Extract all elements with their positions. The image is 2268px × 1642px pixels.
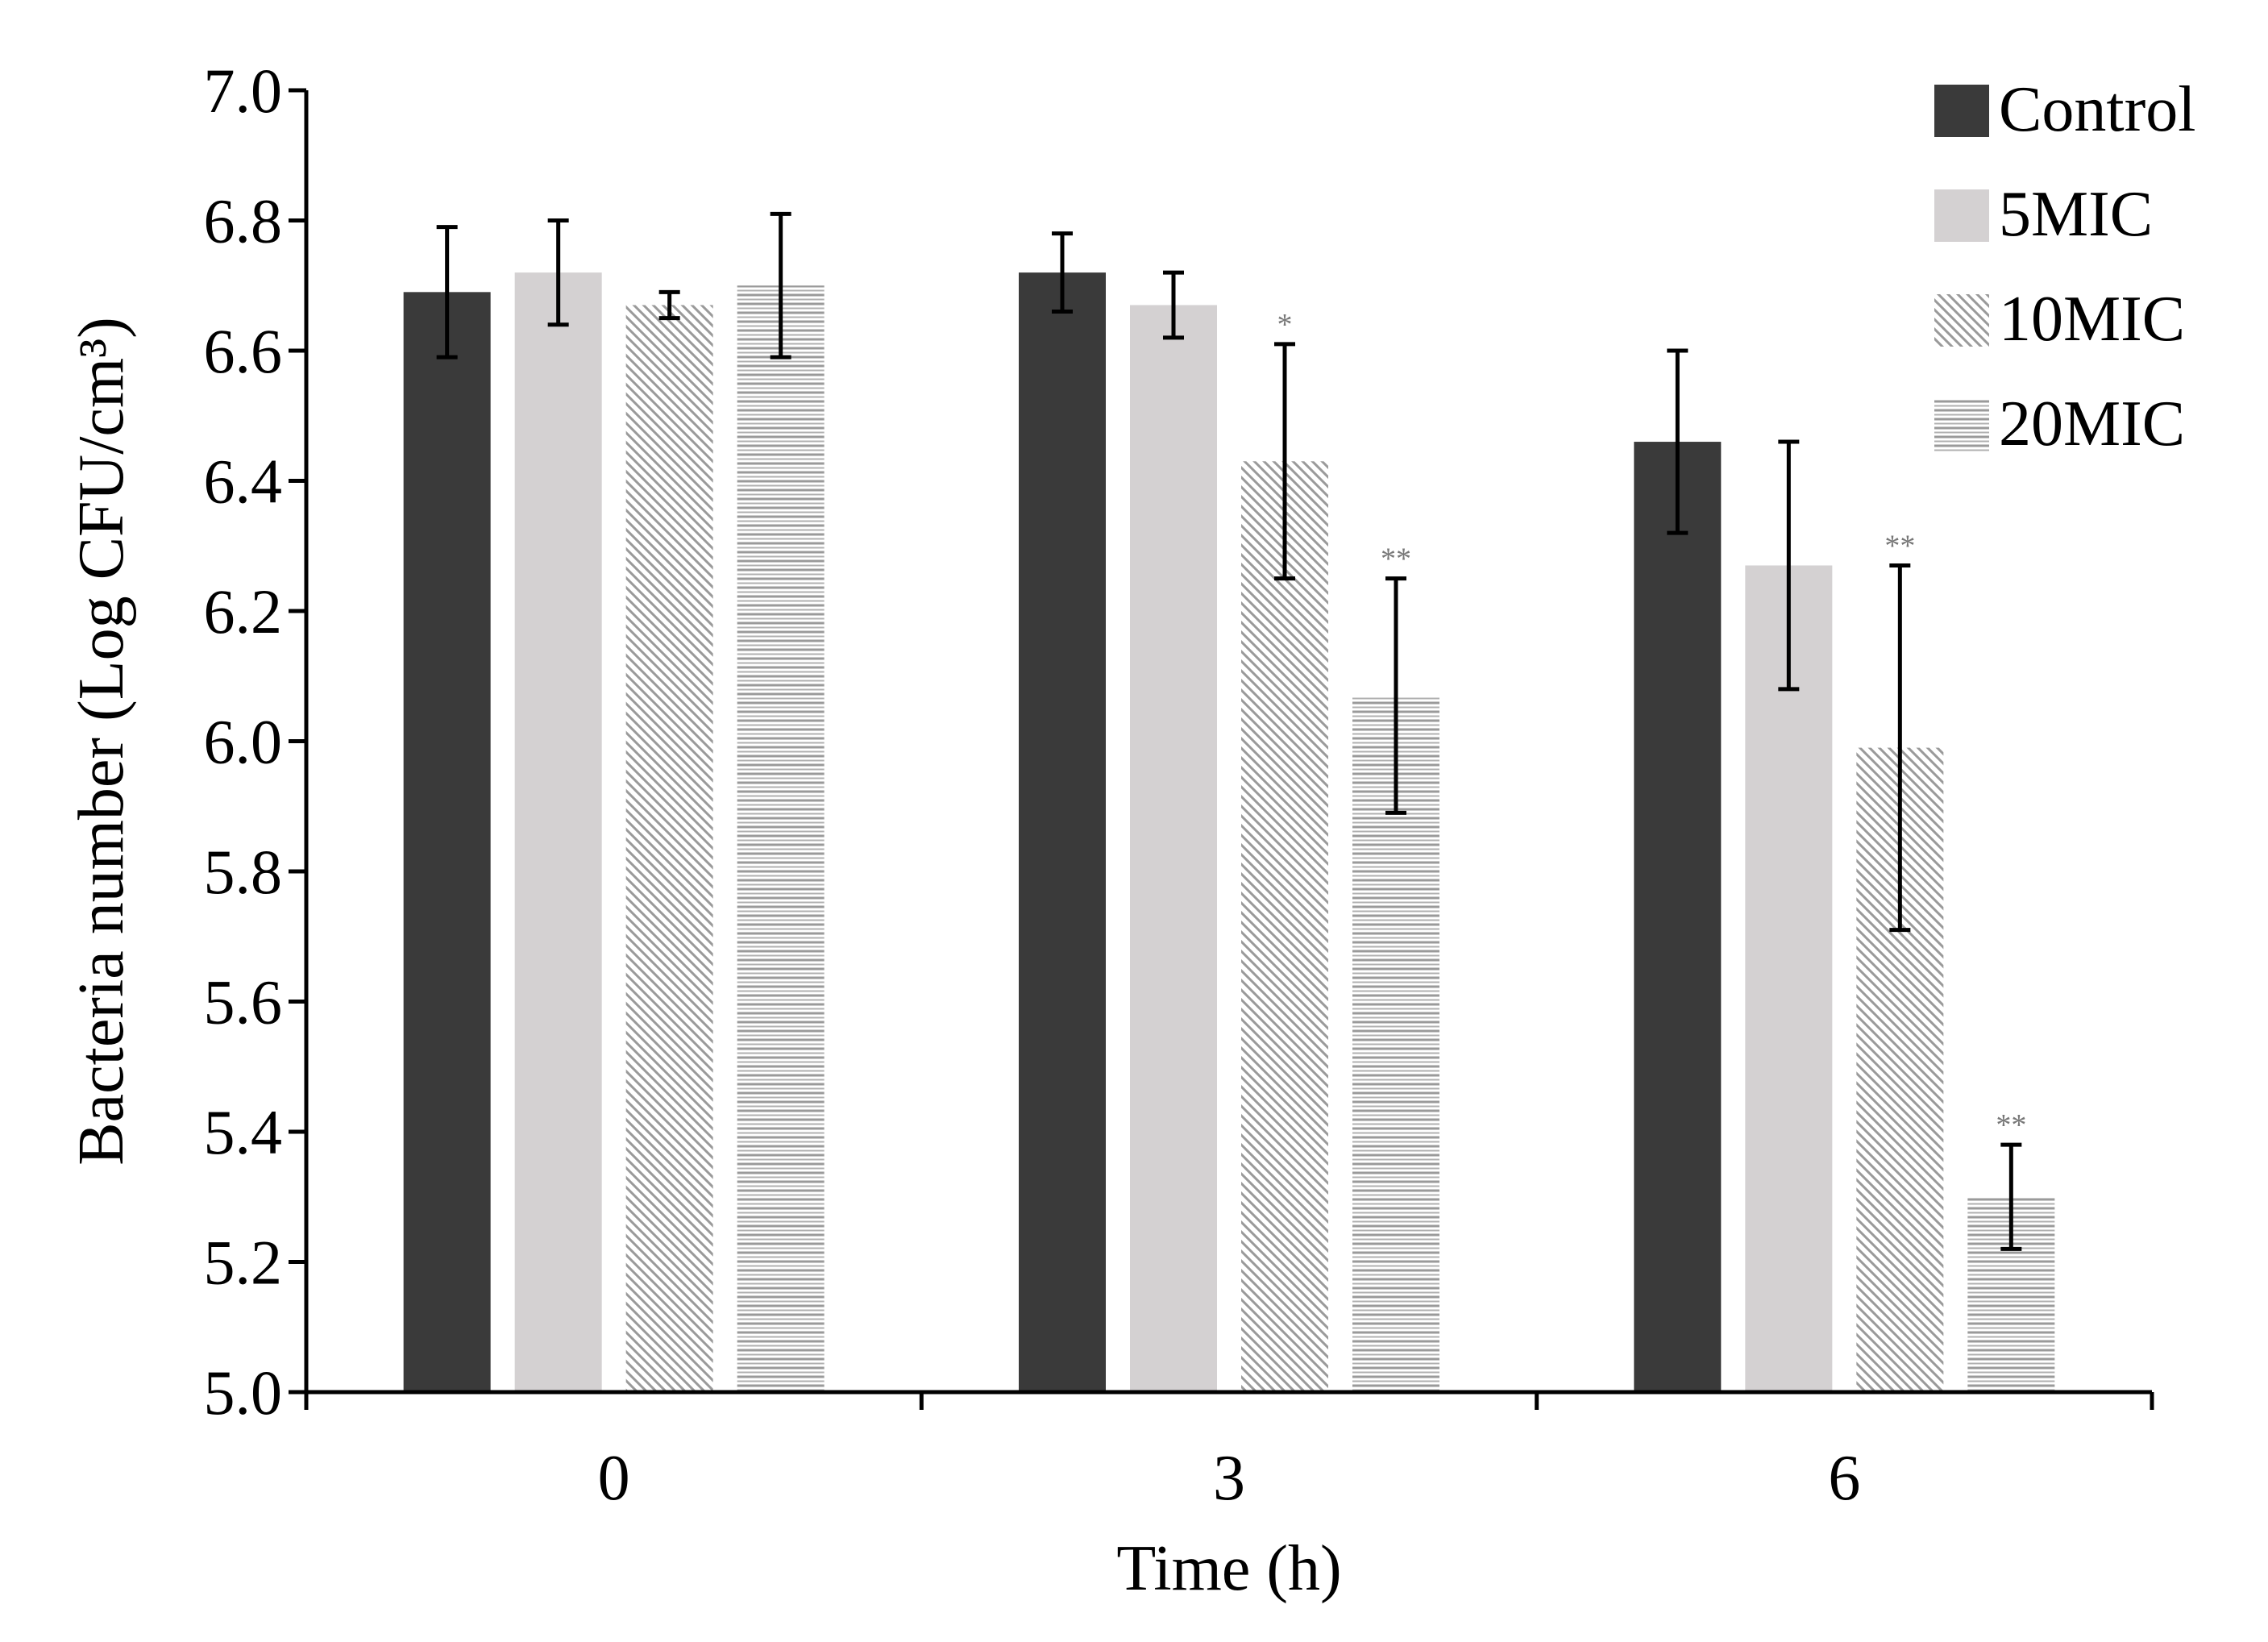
legend-swatch (1934, 189, 1989, 242)
y-tick-label: 6.6 (204, 316, 283, 386)
error-bar-20MIC-t6 (2000, 1142, 2022, 1251)
plot-area: ******* (403, 211, 2055, 1393)
y-axis-ticks: 5.0 5.2 5.4 5.6 5.8 6.0 6.2 6.4 6.6 6.8 7.0 (204, 56, 306, 1428)
error-bar-Control-t6 (1667, 348, 1689, 535)
bar-Control-t3 (1019, 272, 1106, 1393)
error-bar-5MIC-t6 (1778, 439, 1800, 692)
bar-10MIC-t0 (625, 305, 713, 1393)
x-tick-label: 0 (598, 1443, 630, 1514)
legend-label: 20MIC (1999, 389, 2185, 459)
legend-swatch (1934, 85, 1989, 137)
y-axis-title: Bacteria number (Log CFU/cm³) (66, 317, 137, 1166)
y-tick-label: 5.8 (204, 837, 283, 907)
y-tick-label: 6.0 (204, 707, 283, 777)
y-tick-label: 5.0 (204, 1357, 283, 1428)
legend-item-Control: Control (1934, 74, 2195, 145)
bar-Control-t0 (403, 292, 491, 1393)
significance-mark-20MIC-t6: ** (1996, 1108, 2026, 1142)
significance-mark-20MIC-t3: ** (1381, 542, 1411, 576)
x-tick-label: 3 (1213, 1443, 1245, 1514)
bar-5MIC-t6 (1745, 565, 1833, 1392)
error-bar-Control-t3 (1052, 231, 1073, 314)
bar-20MIC-t0 (737, 285, 825, 1392)
significance-mark-10MIC-t3: * (1277, 308, 1293, 342)
legend-item-10MIC: 10MIC (1934, 284, 2185, 355)
y-tick-label: 7.0 (204, 56, 283, 126)
error-bar-Control-t0 (436, 225, 458, 360)
y-tick-label: 5.6 (204, 967, 283, 1037)
y-tick-label: 6.4 (204, 447, 283, 517)
bar-5MIC-t0 (514, 272, 602, 1393)
error-bar-20MIC-t3 (1385, 576, 1406, 815)
error-bar-20MIC-t0 (770, 211, 791, 360)
bar-10MIC-t3 (1241, 461, 1328, 1392)
bar-Control-t6 (1634, 442, 1722, 1392)
y-tick-label: 5.2 (204, 1228, 283, 1298)
x-axis-title: Time (h) (1116, 1533, 1341, 1604)
x-tick-label: 6 (1828, 1443, 1860, 1514)
x-axis-ticks: 0 3 6 (304, 1392, 2154, 1514)
legend-swatch (1934, 399, 1989, 451)
y-tick-label: 6.2 (204, 576, 283, 646)
legend-label: Control (1999, 74, 2195, 145)
legend: Control 5MIC 10MIC 20MIC (1934, 74, 2195, 459)
legend-label: 5MIC (1999, 179, 2153, 250)
legend-item-20MIC: 20MIC (1934, 389, 2185, 459)
legend-label: 10MIC (1999, 284, 2185, 355)
y-tick-label: 6.8 (204, 186, 283, 256)
error-bar-5MIC-t3 (1163, 270, 1184, 340)
error-bar-10MIC-t6 (1889, 563, 1911, 933)
bar-5MIC-t3 (1130, 305, 1217, 1393)
legend-item-5MIC: 5MIC (1934, 179, 2153, 250)
error-bar-10MIC-t3 (1274, 342, 1295, 581)
legend-swatch (1934, 294, 1989, 347)
significance-mark-10MIC-t6: ** (1884, 529, 1915, 563)
error-bar-10MIC-t0 (658, 289, 680, 321)
y-tick-label: 5.4 (204, 1097, 283, 1167)
error-bar-5MIC-t0 (547, 218, 569, 327)
